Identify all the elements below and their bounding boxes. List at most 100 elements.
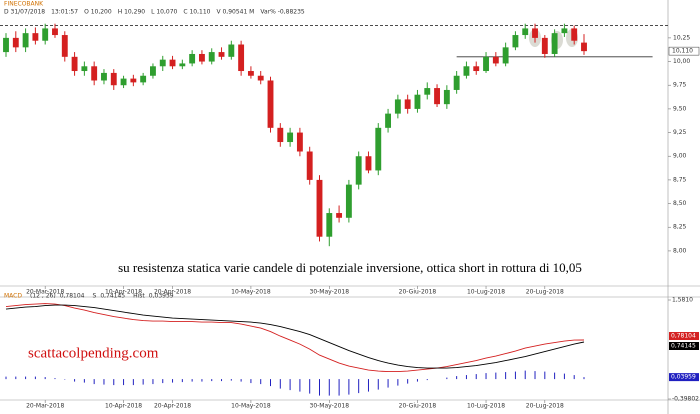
- candle-body: [110, 72, 117, 86]
- candle-body: [52, 28, 58, 36]
- candle-body: [277, 127, 284, 143]
- candle-body: [208, 52, 215, 62]
- candle-body: [414, 94, 421, 109]
- candle-body: [228, 44, 235, 57]
- last-value-box: [669, 373, 699, 382]
- y-tick-label: 10,00: [673, 58, 690, 65]
- candle-body: [189, 53, 196, 64]
- candle-body: [492, 56, 499, 64]
- candle-body: [257, 75, 264, 81]
- candle-body: [424, 88, 431, 95]
- legend-name: Hist: [133, 293, 145, 300]
- candle-body: [159, 59, 166, 67]
- candle-body: [375, 127, 382, 171]
- legend-value: 0,74145: [100, 293, 125, 300]
- y-tick-label: 8,75: [673, 176, 687, 183]
- x-tick-label: 10-Apr-2018: [105, 289, 142, 296]
- annotation: su resistenza statica varie candele di p…: [118, 260, 582, 275]
- candle-body: [3, 37, 9, 53]
- candle-body: [532, 28, 538, 38]
- candle-body: [355, 156, 362, 185]
- candle-body: [453, 75, 460, 90]
- y-tick-label: 10,25: [673, 34, 690, 41]
- header-item: O 10,200: [84, 9, 112, 16]
- y-tick-label: -0,39802: [672, 396, 699, 403]
- x-tick-label: 20-Mar-2018: [26, 289, 64, 296]
- header-item: L 10,070: [151, 9, 177, 16]
- candle-body: [267, 80, 274, 128]
- candle-body: [336, 213, 343, 218]
- candle-body: [502, 47, 509, 64]
- candle-body: [483, 56, 489, 72]
- last-price-box: [668, 46, 700, 56]
- last-value-label: 0,74145: [671, 342, 696, 349]
- y-tick-label: 9,50: [673, 105, 687, 112]
- x-tick-label: 20-Apr-2018: [154, 403, 191, 410]
- candle-body: [12, 37, 19, 48]
- last-value-box: [669, 341, 699, 350]
- last-value-label: 0,03959: [671, 374, 696, 381]
- candle-body: [198, 53, 205, 62]
- header-item: V 0,90541 M: [216, 9, 254, 16]
- candle-body: [326, 213, 333, 237]
- candle-body: [551, 33, 558, 54]
- candle-body: [71, 56, 78, 72]
- candle-body: [32, 33, 39, 41]
- last-price-label: 10,110: [672, 48, 693, 55]
- indicator-title: MACD: [4, 293, 22, 300]
- candle-body: [404, 99, 411, 109]
- x-tick-label: 10-May-2018: [231, 289, 271, 296]
- y-tick-label: 8,50: [673, 200, 687, 207]
- chart-title: FINECOBANK: [4, 1, 44, 8]
- candle-body: [561, 28, 568, 34]
- candle-body: [61, 35, 68, 57]
- candle-body: [150, 66, 156, 76]
- candle-body: [306, 151, 313, 180]
- candle-body: [296, 132, 303, 152]
- last-value-label: 0,78104: [671, 333, 696, 340]
- x-tick-label: 20-Giu-2018: [399, 403, 437, 410]
- x-tick-label: 20-Lug-2018: [526, 289, 564, 296]
- candle-body: [434, 88, 440, 105]
- candle-body: [179, 63, 186, 67]
- x-tick-label: 10-May-2018: [231, 403, 271, 410]
- legend-name: S: [93, 293, 97, 300]
- candle-body: [120, 78, 127, 86]
- candle-body: [473, 66, 480, 72]
- x-tick-label: 20-Giu-2018: [399, 289, 437, 296]
- candle-body: [287, 132, 294, 143]
- header-item: Var% -0,88235: [260, 9, 305, 16]
- candle-body: [512, 35, 519, 48]
- candle-body: [541, 37, 548, 54]
- legend-value: 0,78104: [60, 293, 85, 300]
- header-item: D 31/07/2018: [4, 9, 45, 16]
- candle-body: [101, 72, 107, 81]
- legend-name: (12 , 26): [30, 293, 56, 300]
- header-item: H 10,290: [118, 9, 146, 16]
- y-tick-label: 9,25: [673, 129, 687, 136]
- candle-body: [91, 66, 98, 81]
- candle-body: [247, 71, 254, 76]
- candle-body: [394, 99, 401, 114]
- y-tick-label: 8,00: [673, 247, 687, 254]
- candle-body: [345, 184, 352, 218]
- y-tick-label: 8,25: [673, 224, 687, 231]
- y-tick-label: 9,75: [673, 82, 687, 89]
- candle-body: [22, 33, 29, 48]
- x-tick-label: 20-Mar-2018: [26, 403, 64, 410]
- candle-body: [385, 113, 392, 128]
- indicator-line: [5, 303, 585, 373]
- candle-body: [463, 66, 470, 76]
- y-tick-label: 9,00: [673, 153, 687, 160]
- x-tick-label: 10-Lug-2018: [467, 403, 505, 410]
- candle-body: [443, 89, 450, 105]
- header-item: C 10,110: [183, 9, 210, 16]
- x-tick-label: 10-Apr-2018: [105, 403, 142, 410]
- candle-body: [81, 66, 88, 72]
- candle-body: [581, 42, 587, 52]
- watermark: scattacolpending.com: [28, 345, 159, 361]
- x-tick-label: 10-Lug-2018: [467, 289, 505, 296]
- header-item: 13:01:57: [51, 9, 78, 16]
- candle-body: [316, 179, 323, 237]
